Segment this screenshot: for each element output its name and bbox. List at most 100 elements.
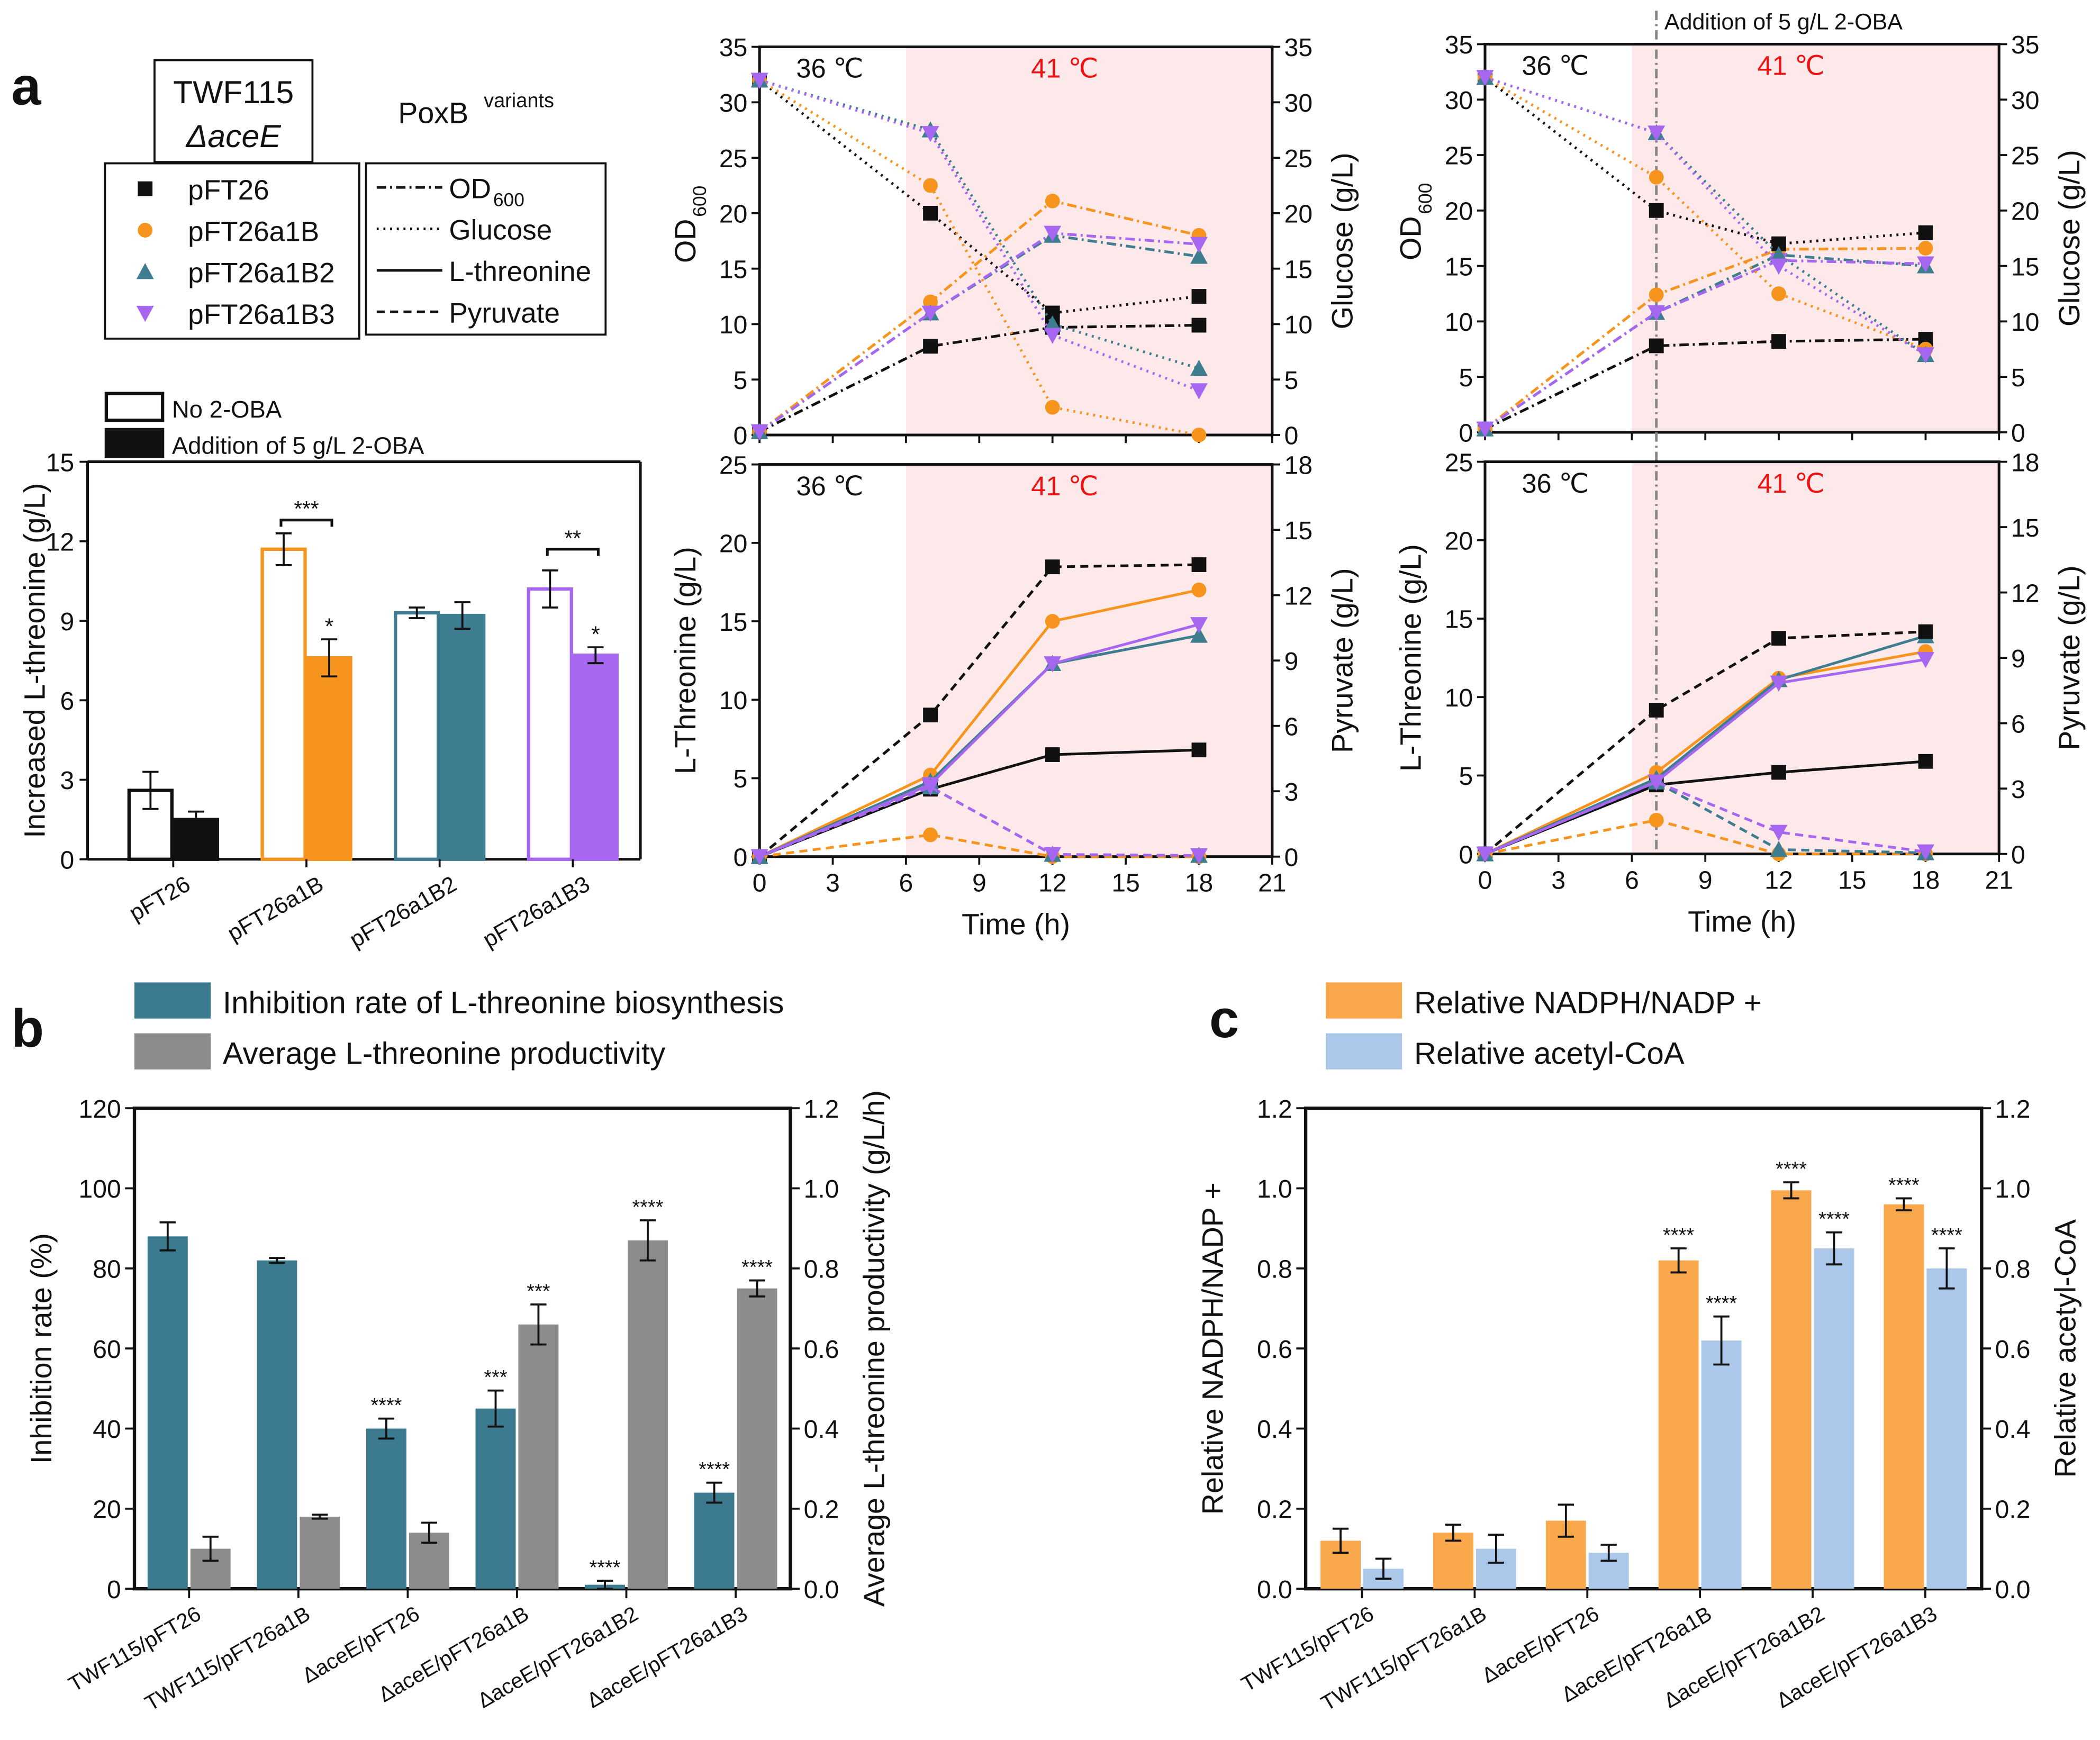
y-tick-label-right: 1.2 — [1995, 1095, 2031, 1123]
y-tick-label-left: 20 — [1445, 198, 1473, 226]
error-bar — [188, 810, 204, 829]
y-tick-label-left: 0 — [734, 422, 748, 450]
point-pFT26-L-threonine — [1771, 765, 1786, 780]
series-pFT26a1B-Pyruvate — [1485, 819, 1926, 856]
triangle-up-marker-icon — [136, 262, 154, 279]
y-tick-label-right: 35 — [1284, 34, 1312, 62]
bar-pFT26a1B-with-2oba — [306, 656, 352, 861]
significance-star: **** — [1931, 1224, 1962, 1246]
y-tick-label-right: 0.0 — [804, 1576, 839, 1604]
y-tick-label-left: 5 — [1459, 364, 1473, 392]
bar-c-1 — [1814, 1248, 1854, 1589]
series-pFT26a1B3-OD600 — [758, 232, 1199, 433]
triangle-down-marker-icon — [136, 305, 154, 322]
legend-line-type: L-threonine — [449, 256, 591, 287]
y-tick-label-left: 25 — [719, 451, 747, 479]
point-pFT26a1B-Pyruvate — [1649, 812, 1664, 828]
x-tick-label: 15 — [1111, 869, 1139, 897]
y-axis-label-left: L-Threonine (g/L) — [669, 547, 702, 774]
point-pFT26a1B2-Glucose — [1770, 246, 1788, 262]
bar-c-0 — [1658, 1260, 1699, 1589]
y-tick-label-right: 15 — [2011, 514, 2039, 542]
point-pFT26a1B3-Pyruvate — [1648, 774, 1665, 791]
x-tick-label: 6 — [899, 869, 913, 897]
x-tick-label: 3 — [1551, 866, 1565, 894]
point-pFT26a1B3-Pyruvate — [921, 780, 939, 796]
error-bar — [421, 1521, 438, 1544]
y-axis-label-left: L-Threonine (g/L) — [1395, 544, 1427, 772]
significance-star: * — [591, 622, 600, 647]
series-pFT26a1B-L-threonine — [759, 588, 1199, 858]
significance-label: *** — [294, 496, 319, 521]
bar-b-0 — [366, 1428, 406, 1589]
point-pFT26-Pyruvate — [1771, 631, 1786, 646]
point-pFT26a1B3-Glucose — [1770, 258, 1788, 275]
significance-star: **** — [1888, 1174, 1920, 1197]
point-pFT26a1B-Pyruvate — [923, 827, 938, 842]
y-tick-label-left: 30 — [1445, 87, 1473, 115]
y-tick-label-right: 0.4 — [804, 1416, 839, 1444]
y-tick-label-right: 0 — [1284, 844, 1299, 872]
error-bar — [1332, 1527, 1349, 1554]
point-pFT26a1B3-OD600 — [1190, 237, 1208, 253]
legend-label: Relative acetyl-CoA — [1414, 1037, 1685, 1071]
point-pFT26a1B-OD600 — [1918, 241, 1933, 256]
strain-box — [104, 162, 360, 340]
y-tick-label-left: 20 — [1445, 528, 1473, 556]
series-pFT26-OD600 — [759, 324, 1199, 433]
significance-star: **** — [1776, 1158, 1807, 1181]
y-tick-label-right: 0 — [1284, 422, 1299, 450]
y-tick-label-left: 120 — [79, 1095, 121, 1123]
x-axis-label: Time (h) — [962, 908, 1070, 940]
y-tick-label-right: 0.0 — [1995, 1576, 2031, 1604]
y-tick-label-right: 9 — [1284, 648, 1299, 676]
point-pFT26a1B3-Pyruvate — [1476, 846, 1494, 863]
series-pFT26-Pyruvate — [758, 563, 1199, 858]
y-axis-label-right: Pyruvate (g/L) — [1326, 568, 1359, 753]
legend-strain-pFT26a1B: pFT26a1B — [188, 216, 319, 247]
series-pFT26a1B3-OD600 — [1484, 259, 1926, 430]
bar-b-1 — [737, 1288, 777, 1589]
y-tick-label: 0 — [60, 846, 74, 874]
y-tick-label-left: 20 — [93, 1496, 121, 1524]
y-tick-label: 6 — [60, 687, 74, 715]
point-pFT26-Pyruvate — [1649, 703, 1664, 718]
point-pFT26a1B3-L-threonine — [1044, 656, 1062, 673]
y-tick-label-left: 40 — [93, 1416, 121, 1444]
point-pFT26-Glucose — [1649, 203, 1664, 218]
y-tick-label-right: 9 — [2011, 645, 2025, 673]
point-pFT26-OD600 — [1771, 334, 1786, 349]
y-tick-label-right: 0.2 — [804, 1496, 839, 1524]
bar-c-1 — [1926, 1268, 1967, 1589]
host-box — [153, 59, 314, 163]
y-tick-label-right: 10 — [2011, 309, 2039, 337]
temperature-label-high: 41 ℃ — [1758, 51, 1825, 81]
y-axis-label-right: Pyruvate (g/L) — [2053, 565, 2086, 750]
significance-star: **** — [699, 1458, 730, 1481]
bar-b-0 — [694, 1492, 735, 1589]
significance-bracket — [279, 519, 333, 527]
chart-panel-c: Relative NADPH/NADP + Relative acetyl-CoA… — [1196, 982, 2081, 1716]
point-pFT26-Pyruvate — [923, 708, 938, 723]
addition-label: Addition of 5 g/L 2-OBA — [1664, 10, 1903, 35]
point-pFT26a1B3-OD600 — [1648, 305, 1665, 322]
chart-panel-b: Inhibition rate of L-threonine biosynthe… — [25, 982, 890, 1716]
legend-line-type: Pyruvate — [449, 298, 560, 329]
error-bar — [269, 1257, 285, 1264]
series-pFT26a1B3-L-threonine — [1485, 658, 1926, 855]
y-tick-label-right: 0 — [2011, 841, 2025, 869]
y-tick-label: 9 — [60, 608, 74, 636]
error-bar — [275, 532, 292, 566]
y-axis-label: Increased L-threonine (g/L) — [19, 483, 51, 838]
series-pFT26-Glucose — [1484, 76, 1926, 246]
y-tick-label-left: 30 — [719, 89, 747, 117]
y-tick-label-right: 1.0 — [1995, 1175, 2031, 1203]
y-tick-label-right: 35 — [2011, 31, 2039, 59]
temperature-label-low: 36 ℃ — [796, 471, 863, 501]
series-pFT26-Glucose — [758, 79, 1199, 315]
legend-label: No 2-OBA — [172, 396, 282, 423]
point-pFT26a1B-L-threonine — [1045, 614, 1060, 629]
circle-marker-icon — [138, 223, 153, 238]
y-tick-label-left: 20 — [719, 530, 747, 558]
y-tick-label-left: 80 — [93, 1256, 121, 1284]
